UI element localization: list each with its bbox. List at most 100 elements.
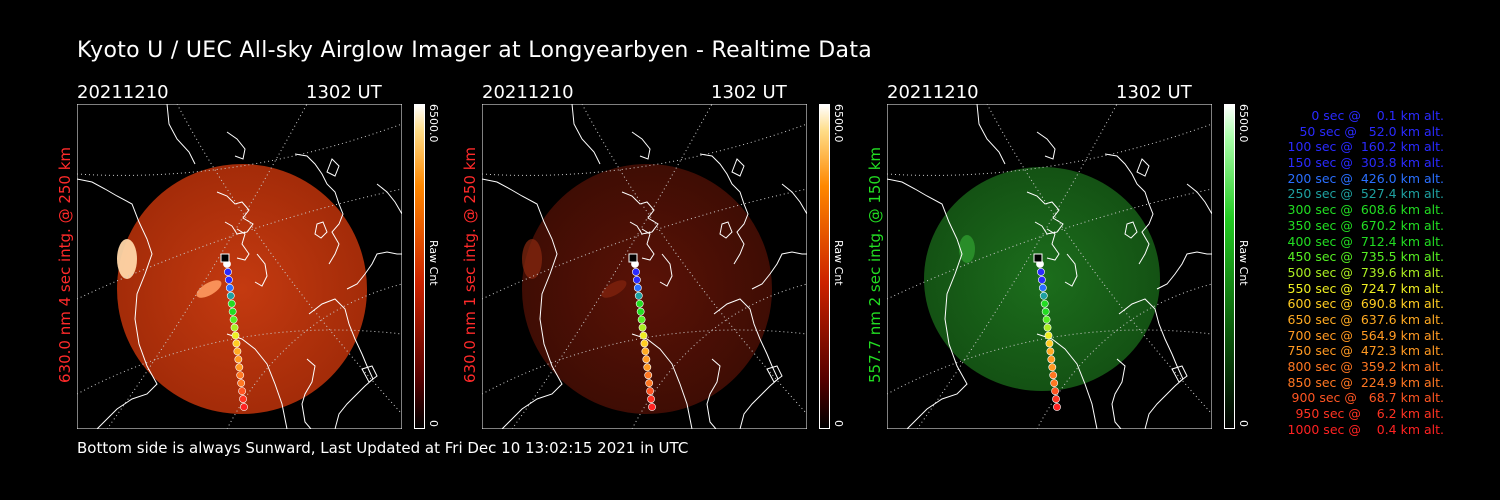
panel-2-colorbar-max: 6500.0 — [832, 104, 845, 143]
coastline — [482, 104, 807, 429]
track-point — [224, 268, 232, 276]
panel-2-side-label: 630.0 nm 1 sec intg. @ 250 km — [461, 146, 479, 383]
panel-2-date: 20211210 — [482, 82, 574, 103]
track-point — [229, 315, 238, 324]
track-point — [1045, 339, 1054, 348]
panel-2-colorbar — [819, 104, 830, 429]
track-point — [1050, 379, 1059, 388]
legend-row: 350 sec @ 670.2 km alt. — [1283, 217, 1445, 233]
track-point — [1043, 323, 1052, 332]
station-marker — [1033, 253, 1043, 263]
satellite-track — [628, 253, 656, 411]
panel-2-time: 1302 UT — [711, 82, 787, 103]
track-point — [646, 387, 655, 396]
legend-row: 650 sec @ 637.6 km alt. — [1283, 311, 1445, 327]
panel-3-image — [887, 104, 1212, 429]
track-point — [1041, 307, 1050, 316]
aurora-patch — [959, 235, 975, 263]
panel-1-date: 20211210 — [77, 82, 169, 103]
track-point — [1042, 315, 1051, 324]
track-point — [232, 339, 241, 348]
track-point — [224, 275, 233, 284]
legend-row: 100 sec @ 160.2 km alt. — [1283, 139, 1445, 155]
track-point — [1038, 283, 1047, 292]
track-point — [1040, 299, 1049, 308]
track-point — [1044, 331, 1053, 340]
legend-row: 750 sec @ 472.3 km alt. — [1283, 343, 1445, 359]
legend-row: 700 sec @ 564.9 km alt. — [1283, 327, 1445, 343]
track-point — [1052, 395, 1060, 403]
legend-row: 850 sec @ 224.9 km alt. — [1283, 374, 1445, 390]
aurora-patch — [117, 239, 137, 279]
map-grid — [77, 104, 402, 429]
track-point — [237, 379, 246, 388]
panel-3-colorbar-max: 6500.0 — [1237, 104, 1250, 143]
station-marker — [628, 253, 638, 263]
panel-1-side-label: 630.0 nm 4 sec intg. @ 250 km — [56, 146, 74, 383]
track-point — [1047, 355, 1056, 364]
legend-row: 300 sec @ 608.6 km alt. — [1283, 202, 1445, 218]
track-point — [226, 291, 235, 300]
legend-row: 250 sec @ 527.4 km alt. — [1283, 186, 1445, 202]
track-point — [639, 331, 648, 340]
track-point — [1039, 291, 1048, 300]
track-point — [1037, 268, 1045, 276]
track-point — [637, 315, 646, 324]
track-point — [642, 355, 651, 364]
track-point — [1051, 387, 1060, 396]
legend-row: 1000 sec @ 0.4 km alt. — [1287, 421, 1444, 437]
legend-row: 500 sec @ 739.6 km alt. — [1283, 264, 1445, 280]
panel-3-colorbar-unit: Raw Cnt — [1237, 240, 1250, 286]
track-point — [238, 387, 247, 396]
track-point — [632, 268, 640, 276]
panel-3-time: 1302 UT — [1116, 82, 1192, 103]
track-point — [236, 371, 245, 380]
track-point — [225, 283, 234, 292]
footer-note: Bottom side is always Sunward, Last Upda… — [77, 439, 689, 457]
track-point — [228, 307, 237, 316]
satellite-track — [220, 253, 248, 411]
legend-row: 900 sec @ 68.7 km alt. — [1287, 390, 1444, 406]
panel-3-side-label: 557.7 nm 2 sec intg. @ 150 km — [866, 146, 884, 383]
track-point — [239, 395, 247, 403]
panel-1-image — [77, 104, 402, 429]
aurora-patch — [522, 239, 542, 279]
track-point — [1049, 371, 1058, 380]
legend-row: 550 sec @ 724.7 km alt. — [1283, 280, 1445, 296]
track-point — [227, 299, 236, 308]
legend-row: 150 sec @ 303.8 km alt. — [1283, 155, 1445, 171]
track-point — [1037, 275, 1046, 284]
panel-3-date: 20211210 — [887, 82, 979, 103]
track-point — [644, 371, 653, 380]
airglow-disc — [117, 164, 367, 414]
track-point — [632, 275, 641, 284]
panel-1-colorbar — [414, 104, 425, 429]
track-point — [645, 379, 654, 388]
legend-row: 450 sec @ 735.5 km alt. — [1283, 249, 1445, 265]
airglow-disc — [522, 164, 772, 414]
track-point — [1046, 347, 1055, 356]
track-point — [635, 299, 644, 308]
legend-row: 400 sec @ 712.4 km alt. — [1283, 233, 1445, 249]
track-point — [634, 291, 643, 300]
map-grid — [482, 104, 807, 429]
panel-2-image — [482, 104, 807, 429]
legend-row: 800 sec @ 359.2 km alt. — [1283, 359, 1445, 374]
track-point — [648, 403, 656, 411]
track-point — [233, 347, 242, 356]
track-point — [643, 363, 652, 372]
coastline — [887, 104, 1212, 429]
altitude-legend: 0 sec @ 0.1 km alt. 50 sec @ 52.0 km alt… — [1262, 108, 1445, 437]
legend-row: 950 sec @ 6.2 km alt. — [1291, 406, 1444, 422]
track-point — [640, 339, 649, 348]
legend-row: 50 sec @ 52.0 km alt. — [1291, 123, 1444, 139]
coastline — [77, 104, 402, 429]
map-grid — [887, 104, 1212, 429]
panel-3-colorbar — [1224, 104, 1235, 429]
page-title: Kyoto U / UEC All-sky Airglow Imager at … — [77, 38, 873, 63]
panel-1-colorbar-max: 6500.0 — [427, 104, 440, 143]
track-point — [231, 331, 240, 340]
track-point — [647, 395, 655, 403]
legend-row: 600 sec @ 690.8 km alt. — [1283, 296, 1445, 312]
track-point — [641, 347, 650, 356]
